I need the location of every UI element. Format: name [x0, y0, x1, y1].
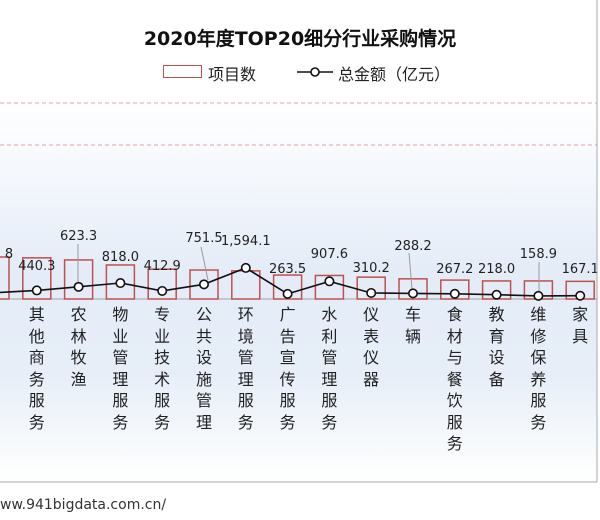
category-label-7: 广告宣传服务: [279, 305, 296, 432]
source-url: ww.941bigdata.com.cn/: [0, 497, 167, 513]
line-point-13: [533, 290, 544, 301]
legend-line-swatch: [297, 67, 333, 77]
bar-2: [63, 259, 94, 300]
value-label-9: 310.2: [353, 261, 390, 276]
line-point-11: [449, 288, 460, 299]
bar-9: [356, 276, 386, 300]
line-point-3: [115, 278, 126, 289]
category-label-4: 专业技术服务: [154, 305, 171, 432]
line-point-5: [199, 279, 210, 290]
bar-4: [147, 268, 177, 300]
value-label-10: 288.2: [394, 239, 431, 254]
legend-bar-swatch: [163, 65, 202, 78]
category-label-12: 教育设备: [488, 305, 505, 389]
category-label-1: 其他商务服务: [28, 305, 45, 432]
value-label-1: 440.3: [18, 259, 55, 274]
category-label-11: 食材与餐饮服务: [446, 305, 463, 453]
bar-7: [272, 274, 303, 300]
line-point-10: [407, 288, 418, 299]
value-label-0: 8: [5, 247, 13, 262]
category-label-13: 维修保养服务: [530, 305, 547, 432]
line-point-6: [240, 262, 251, 273]
bar-8: [314, 274, 345, 300]
bar-5: [189, 269, 219, 300]
leader-line-10: [408, 252, 413, 290]
value-label-7: 263.5: [269, 262, 306, 277]
legend: 项目数 总金额（亿元）: [0, 0, 600, 90]
value-label-14: 167.1: [562, 262, 599, 277]
bar-0: [0, 256, 10, 300]
value-label-3: 818.0: [102, 250, 139, 265]
leader-lines-layer: [77, 244, 540, 292]
value-label-4: 412.9: [144, 259, 181, 274]
line-point-14: [575, 290, 586, 301]
value-label-5: 751.5: [185, 231, 222, 246]
value-label-13: 158.9: [520, 247, 557, 262]
line-point-4: [157, 285, 168, 296]
value-label-2: 623.3: [60, 229, 97, 244]
category-label-14: 家具: [572, 305, 589, 346]
legend-line-label: 总金额（亿元）: [338, 65, 451, 84]
line-point-8: [324, 276, 335, 287]
bar-3: [105, 264, 136, 300]
category-label-5: 公共设施管理: [195, 305, 212, 432]
value-label-8: 907.6: [311, 247, 348, 262]
category-label-3: 物业管理服务: [112, 305, 129, 432]
value-labels-layer: 8 440.3 623.3 818.0 412.9 751.51,594.1 263.5 90…: [5, 229, 599, 277]
category-label-6: 环境管理服务: [237, 305, 254, 432]
line-point-1: [31, 285, 42, 296]
line-point-2: [73, 281, 84, 292]
leader-line-5: [200, 246, 209, 281]
line-point-12: [491, 289, 502, 300]
category-label-8: 水利管理服务: [321, 305, 338, 432]
line-point-9: [366, 287, 377, 298]
value-label-6: 1,594.1: [221, 234, 271, 249]
value-label-11: 267.2: [436, 262, 473, 277]
legend-bar-label: 项目数: [208, 65, 257, 84]
category-label-10: 车辆: [404, 305, 421, 346]
category-label-2: 农林牧渔: [70, 305, 87, 389]
bar-11: [440, 279, 470, 300]
points-layer: [31, 262, 586, 301]
value-label-12: 218.0: [478, 262, 515, 277]
category-label-9: 仪表仪器: [363, 305, 380, 389]
bar-1: [22, 257, 52, 300]
chart-title: 2020年度TOP20细分行业采购情况: [143, 28, 457, 50]
plot-background: [0, 95, 597, 482]
bar-10: [398, 278, 428, 300]
line-point-7: [282, 288, 293, 299]
